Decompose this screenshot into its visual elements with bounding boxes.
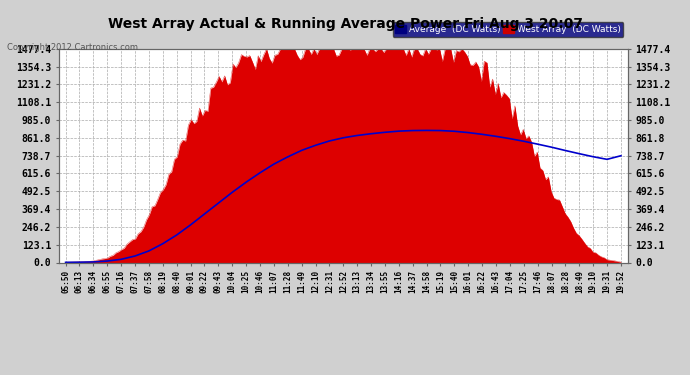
Text: Copyright 2012 Cartronics.com: Copyright 2012 Cartronics.com [7,43,138,52]
Legend: Average  (DC Watts), West Array  (DC Watts): Average (DC Watts), West Array (DC Watts… [393,22,623,37]
Text: West Array Actual & Running Average Power Fri Aug 3 20:07: West Array Actual & Running Average Powe… [108,17,582,31]
